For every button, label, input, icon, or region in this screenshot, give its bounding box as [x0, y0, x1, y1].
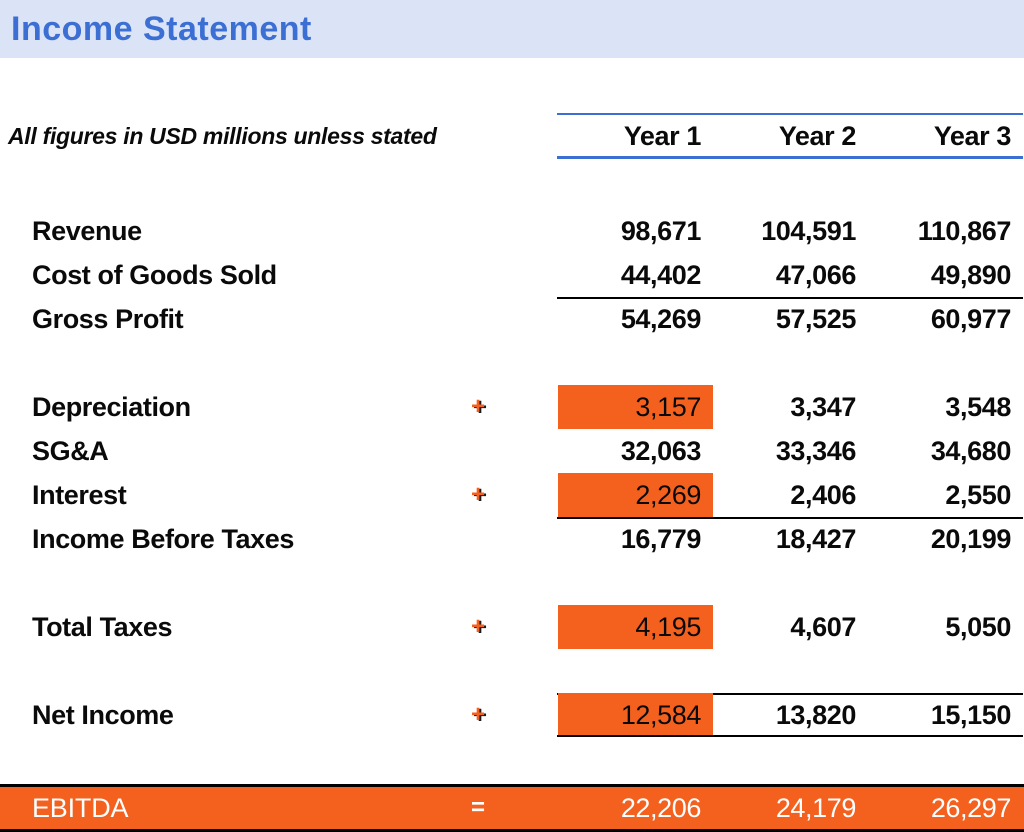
plus-icon: + — [470, 393, 485, 420]
column-header-year3: Year 3 — [933, 121, 1012, 151]
value-cell[interactable]: 3,347 — [790, 392, 856, 422]
table-row: Gross Profit 54,269 57,525 60,977 — [0, 297, 1024, 341]
value-cell[interactable]: 98,671 — [620, 216, 702, 246]
row-label: Gross Profit — [32, 304, 184, 334]
row-label: Net Income — [32, 700, 174, 730]
table-row: Cost of Goods Sold 44,402 47,066 49,890 — [0, 253, 1024, 297]
page-title: Income Statement — [11, 9, 312, 48]
table-row: Total Taxes + 4,195 4,607 5,050 — [0, 605, 1024, 649]
value-cell[interactable]: 15,150 — [930, 700, 1012, 730]
title-band: Income Statement — [0, 0, 1024, 58]
value-cell[interactable]: 2,550 — [945, 480, 1011, 510]
value-cell[interactable]: 18,427 — [775, 524, 857, 554]
value-cell[interactable]: 44,402 — [620, 260, 702, 290]
value-cell[interactable]: 24,179 — [775, 793, 857, 823]
value-cell[interactable]: 47,066 — [775, 260, 857, 290]
value-cell[interactable]: 57,525 — [775, 304, 857, 334]
table-row: Net Income + 12,584 13,820 15,150 — [0, 693, 1024, 737]
table-row: Revenue 98,671 104,591 110,867 — [0, 209, 1024, 253]
value-cell[interactable]: 34,680 — [930, 436, 1012, 466]
value-cell[interactable]: 3,548 — [945, 392, 1011, 422]
row-label: Total Taxes — [32, 612, 173, 642]
value-cell[interactable]: 13,820 — [775, 700, 857, 730]
value-cell[interactable]: 54,269 — [620, 304, 702, 334]
ebitda-label: EBITDA — [32, 793, 129, 823]
plus-icon: + — [470, 481, 485, 508]
value-cell[interactable]: 12,584 — [558, 693, 713, 737]
value-cell[interactable]: 32,063 — [620, 436, 702, 466]
row-label: Depreciation — [32, 392, 191, 422]
value-cell[interactable]: 2,269 — [558, 473, 713, 517]
column-header-year1: Year 1 — [623, 121, 702, 151]
plus-icon: + — [470, 701, 485, 728]
column-header-year2: Year 2 — [778, 121, 857, 151]
plus-icon: + — [470, 613, 485, 640]
value-cell[interactable]: 110,867 — [917, 216, 1012, 246]
value-cell[interactable]: 49,890 — [930, 260, 1012, 290]
row-label: SG&A — [32, 436, 109, 466]
value-cell[interactable]: 5,050 — [945, 612, 1011, 642]
table-row: Interest + 2,269 2,406 2,550 — [0, 473, 1024, 517]
value-cell[interactable]: 22,206 — [620, 793, 702, 823]
value-cell[interactable]: 20,199 — [930, 524, 1012, 554]
value-cell[interactable]: 4,607 — [790, 612, 856, 642]
value-cell[interactable]: 2,406 — [790, 480, 856, 510]
row-label: Revenue — [32, 216, 142, 246]
value-cell[interactable]: 104,591 — [761, 216, 856, 246]
table-row: Income Before Taxes 16,779 18,427 20,199 — [0, 517, 1024, 561]
row-label: Interest — [32, 480, 127, 510]
value-cell[interactable]: 26,297 — [930, 793, 1012, 823]
header-rule-bottom — [557, 156, 1023, 159]
column-header-row: All figures in USD millions unless state… — [0, 113, 1024, 159]
equals-icon: = — [470, 794, 485, 821]
value-cell[interactable]: 33,346 — [775, 436, 857, 466]
value-cell[interactable]: 3,157 — [558, 385, 713, 429]
value-cell[interactable]: 16,779 — [620, 524, 702, 554]
table-row: SG&A 32,063 33,346 34,680 — [0, 429, 1024, 473]
rows-container: Revenue 98,671 104,591 110,867 Cost of G… — [0, 209, 1024, 737]
ebitda-row: EBITDA = 22,206 24,179 26,297 — [0, 784, 1024, 832]
value-cell[interactable]: 60,977 — [930, 304, 1012, 334]
value-cell[interactable]: 4,195 — [558, 605, 713, 649]
figures-note: All figures in USD millions unless state… — [8, 123, 437, 149]
row-label: Income Before Taxes — [32, 524, 295, 554]
row-label: Cost of Goods Sold — [32, 260, 277, 290]
table-row: Depreciation + 3,157 3,347 3,548 — [0, 385, 1024, 429]
header-rule-top — [557, 113, 1023, 115]
